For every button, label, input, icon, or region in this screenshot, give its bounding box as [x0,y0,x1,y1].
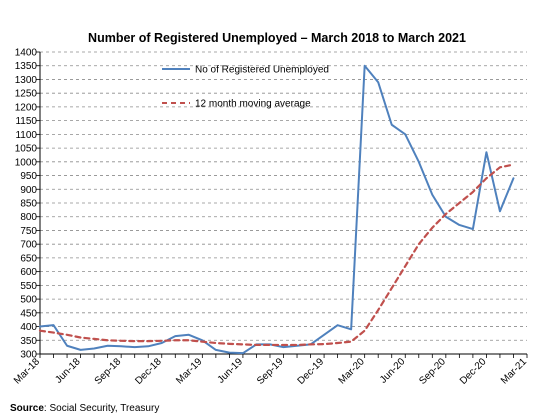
y-tick-label-400: 400 [20,322,37,333]
y-tick-label-700: 700 [20,240,37,251]
gridlines [40,51,527,341]
y-tick-label-350: 350 [20,336,37,347]
x-tick-label-mar-19: Mar-19 [174,356,204,386]
y-tick-label-1200: 1200 [15,102,38,113]
y-tick-label-1350: 1350 [15,61,38,72]
x-tick-label-dec-19: Dec-19 [296,356,327,387]
x-tick-label-jun-20: Jun-20 [378,356,408,386]
y-tick-label-1050: 1050 [15,144,38,155]
y-tick-label-750: 750 [20,226,37,237]
x-tick-label-sep-18: Sep-18 [93,356,124,387]
legend-label-no-of-registered-unemployed: No of Registered Unemployed [195,65,329,76]
x-tick-label-sep-20: Sep-20 [417,356,448,387]
y-tick-label-650: 650 [20,253,37,264]
x-tick-label-dec-20: Dec-20 [458,356,489,387]
y-tick-label-1250: 1250 [15,89,38,100]
x-tick-label-mar-18: Mar-18 [12,356,42,386]
y-tick-label-550: 550 [20,281,37,292]
y-tick-label-1000: 1000 [15,157,38,168]
y-tick-label-950: 950 [20,171,37,182]
y-tick-label-1400: 1400 [15,48,38,59]
y-tick-label-1150: 1150 [15,116,37,127]
source-text: : Social Security, Treasury [43,403,160,414]
x-axis: Mar-18 Jun-18 Sep-18 Dec-18 Mar-19 Jun-19 Sep-… [12,353,529,387]
legend: No of Registered Unemployed 12 month movi… [162,65,329,110]
y-tick-label-450: 450 [20,308,37,319]
x-tick-label-jun-19: Jun-19 [216,356,246,386]
source-label: Source [10,403,44,414]
y-axis: 300 350 400 450 500 550 600 650 700 750 800 850 900 9… [15,48,41,361]
y-tick-label-1300: 1300 [15,75,38,86]
x-tick-label-sep-19: Sep-19 [255,356,286,387]
y-tick-label-300: 300 [20,350,37,361]
y-tick-label-800: 800 [20,212,37,223]
series-layer [38,64,515,355]
x-tick-label-jun-18: Jun-18 [53,356,83,386]
x-tick-label-mar-21: Mar-21 [499,356,529,386]
x-tick-label-dec-18: Dec-18 [133,356,164,387]
y-tick-label-500: 500 [20,295,37,306]
y-tick-label-850: 850 [20,199,37,210]
source-note: Source: Social Security, Treasury [10,403,159,414]
chart-title: Number of Registered Unemployed – March … [88,31,466,45]
y-tick-label-600: 600 [20,267,37,278]
y-tick-label-1100: 1100 [15,130,37,141]
legend-label-12-month-moving-average: 12 month moving average [195,99,311,110]
series-line-12-month-moving-average [38,163,515,347]
x-tick-label-mar-20: Mar-20 [337,356,367,386]
y-tick-label-900: 900 [20,185,37,196]
